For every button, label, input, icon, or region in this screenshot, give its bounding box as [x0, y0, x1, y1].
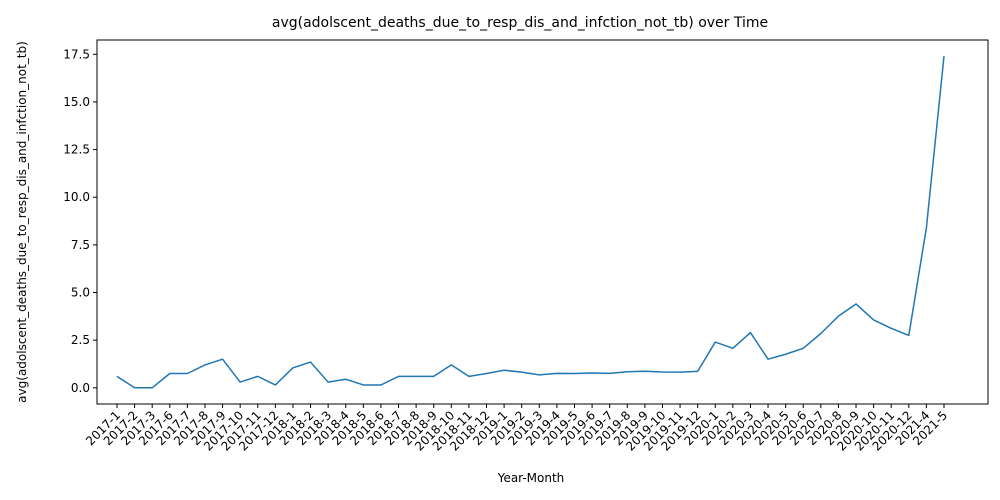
- y-tick-label: 0.0: [71, 381, 90, 395]
- y-tick-label: 12.5: [63, 143, 90, 157]
- y-tick-label: 15.0: [63, 95, 90, 109]
- series-line: [116, 56, 945, 389]
- y-tick-label: 2.5: [71, 333, 90, 347]
- y-axis: 0.0 2.5 5.0 7.5 10.0 12.5 15.0 17.5: [63, 47, 97, 395]
- y-tick-label: 17.5: [63, 47, 90, 61]
- y-axis-label: avg(adolscent_deaths_due_to_resp_dis_and…: [15, 41, 29, 403]
- y-tick-label: 7.5: [71, 238, 90, 252]
- plot-area: [96, 39, 989, 405]
- axes-frame: [96, 39, 989, 405]
- x-axis-label: Year-Month: [497, 471, 565, 485]
- y-tick-label: 5.0: [71, 286, 90, 300]
- y-tick-label: 10.0: [63, 190, 90, 204]
- chart-title: avg(adolscent_deaths_due_to_resp_dis_and…: [272, 15, 768, 31]
- x-axis: 2017-12017-22017-32017-62017-72017-82017…: [83, 404, 950, 454]
